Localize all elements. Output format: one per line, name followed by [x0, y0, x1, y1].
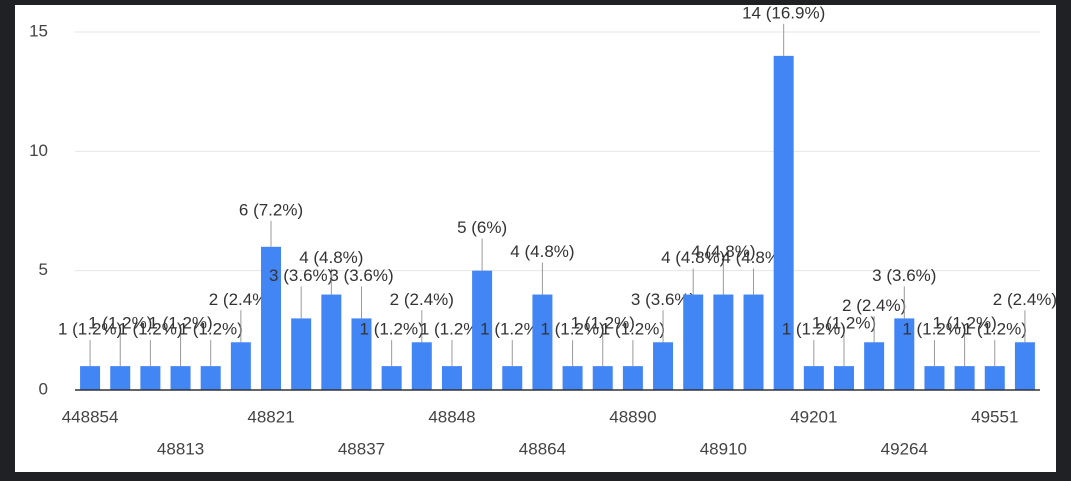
value-label: 1 (1.2%) [601, 320, 665, 339]
bar [110, 366, 131, 390]
value-label: 1 (1.2%) [902, 320, 966, 339]
bar [261, 246, 282, 390]
x-tick-label: 48848 [428, 407, 475, 426]
value-label: 1 (1.2%) [420, 320, 484, 339]
value-label: 1 (1.2%) [88, 314, 152, 333]
x-tick-label: 48864 [519, 439, 566, 458]
bar [984, 366, 1005, 390]
bar [864, 342, 885, 390]
value-label: 2 (2.4%) [390, 290, 454, 309]
x-tick-label: 48813 [157, 439, 204, 458]
bar [954, 366, 975, 390]
x-tick-label: 49551 [971, 407, 1018, 426]
value-label: 1 (1.2%) [148, 314, 212, 333]
value-label: 1 (1.2%) [932, 314, 996, 333]
x-tick-label: 48837 [338, 439, 385, 458]
value-label: 3 (3.6%) [631, 290, 695, 309]
value-label: 2 (2.4%) [209, 290, 273, 309]
bar [381, 366, 402, 390]
bar [321, 294, 342, 390]
value-label: 1 (1.2%) [118, 320, 182, 339]
value-label: 1 (1.2%) [963, 320, 1027, 339]
chart-panel [15, 5, 1056, 472]
bar [924, 366, 945, 390]
value-label: 4 (4.8%) [691, 242, 755, 261]
value-label: 5 (6%) [457, 218, 507, 237]
bar [291, 318, 312, 390]
bar [713, 294, 734, 390]
bar [653, 342, 674, 390]
value-label: 1 (1.2%) [812, 314, 876, 333]
bar [1014, 342, 1035, 390]
x-tick-label: 48821 [247, 407, 294, 426]
bar [894, 318, 915, 390]
x-tick-label: 49201 [790, 407, 837, 426]
value-label: 3 (3.6%) [329, 266, 393, 285]
value-label: 1 (1.2%) [782, 320, 846, 339]
value-label: 6 (7.2%) [239, 200, 303, 219]
bar [562, 366, 583, 390]
value-label: 1 (1.2%) [480, 320, 544, 339]
bar [592, 366, 613, 390]
y-tick-label: 15 [29, 21, 48, 40]
bar [803, 366, 824, 390]
value-label: 3 (3.6%) [872, 266, 936, 285]
x-tick-label: 448854 [62, 407, 119, 426]
value-label: 4 (4.8%) [510, 242, 574, 261]
y-tick-label: 0 [39, 379, 48, 398]
value-label: 3 (3.6%) [269, 266, 333, 285]
bar [773, 55, 794, 390]
x-tick-label: 49264 [881, 439, 928, 458]
bar [502, 366, 523, 390]
value-label: 2 (2.4%) [993, 290, 1057, 309]
bar [170, 366, 191, 390]
value-label: 2 (2.4%) [842, 296, 906, 315]
x-tick-label: 48910 [700, 439, 747, 458]
value-label: 4 (4.8%) [299, 248, 363, 267]
value-label: 14 (16.9%) [742, 3, 825, 22]
bar [833, 366, 854, 390]
bar [441, 366, 462, 390]
value-label: 4 (4.8%) [721, 248, 785, 267]
bar [230, 342, 251, 390]
value-label: 1 (1.2%) [571, 314, 635, 333]
value-label: 1 (1.2%) [179, 320, 243, 339]
bar [622, 366, 643, 390]
bar [411, 342, 432, 390]
value-label: 1 (1.2%) [540, 320, 604, 339]
bar [472, 270, 493, 390]
bar [140, 366, 161, 390]
y-tick-label: 5 [39, 260, 48, 279]
bar [200, 366, 221, 390]
x-tick-label: 48890 [609, 407, 656, 426]
value-label: 4 (4.8%) [661, 248, 725, 267]
y-tick-label: 10 [29, 141, 48, 160]
value-label: 1 (1.2%) [360, 320, 424, 339]
bar [683, 294, 704, 390]
bar [80, 366, 101, 390]
value-label: 1 (1.2%) [58, 320, 122, 339]
bar [532, 294, 553, 390]
bar [351, 318, 372, 390]
bar [743, 294, 764, 390]
